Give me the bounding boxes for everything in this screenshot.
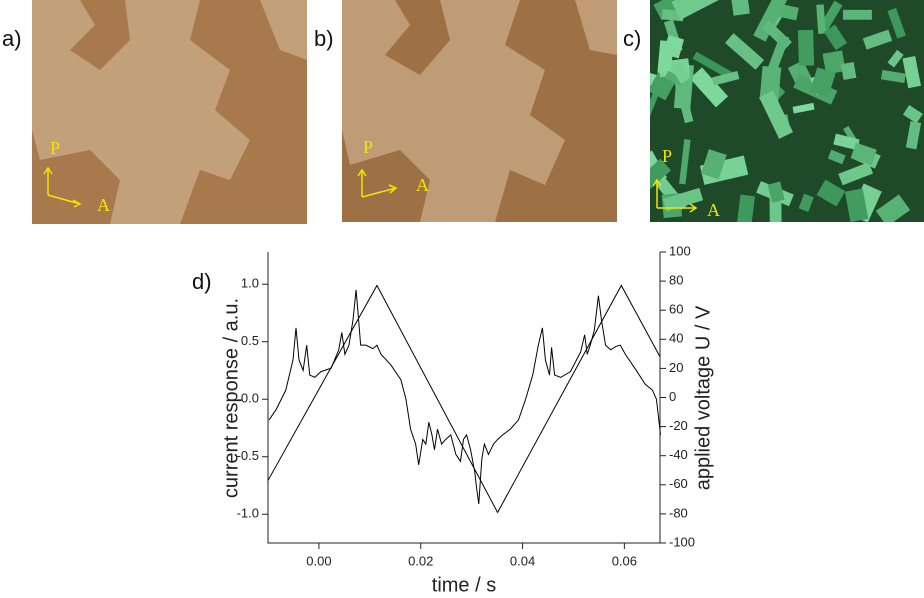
polarizer-label: P [363, 137, 373, 157]
crystal-domain [671, 0, 721, 20]
crystal-domain [842, 9, 872, 20]
data-line [267, 284, 661, 514]
data-line [268, 289, 662, 504]
y-tick-label: -0.5 [237, 448, 259, 463]
crystal-domain [862, 29, 893, 50]
y2-tick-label: 100 [669, 243, 691, 258]
crystal-domain [905, 121, 922, 150]
y2-tick-label: 60 [669, 302, 683, 317]
crystal-domain [664, 70, 685, 86]
crystal-domain [711, 71, 740, 86]
polarizer-label: P [50, 138, 60, 158]
crystal-domain [662, 187, 704, 212]
crystal-domain [689, 67, 729, 108]
y2-tick-label: 80 [669, 273, 683, 288]
x-tick-label: 0.04 [510, 553, 535, 568]
y2-tick-label: -100 [669, 534, 695, 549]
y-tick-label: 0.5 [241, 333, 259, 348]
crystal-domain [875, 194, 911, 222]
crystal-domain [840, 61, 857, 81]
crystal-domain [650, 92, 659, 124]
x-tick-label: 0.02 [408, 553, 433, 568]
crystal-domain [797, 29, 815, 66]
crystal-domain [809, 67, 836, 98]
y2-tick-label: -80 [669, 505, 688, 520]
analyzer-label: A [97, 195, 110, 215]
crystal-domain [657, 40, 674, 74]
y-tick-label: 1.0 [241, 276, 259, 291]
micrograph-c [650, 0, 924, 222]
crystal-domain [887, 8, 906, 39]
crystal-domain [700, 149, 727, 180]
crystal-domain [816, 4, 826, 34]
y2-tick-label: 20 [669, 360, 683, 375]
polarizer-arrows [43, 166, 698, 213]
crystal-domain [767, 181, 785, 203]
y2-tick-label: 0 [669, 389, 676, 404]
micrograph-b [342, 0, 617, 222]
crystal-domain [823, 24, 848, 51]
crystal-domain [670, 61, 691, 84]
y-tick-label: -1.0 [237, 506, 259, 521]
crystal-domain [887, 49, 904, 68]
crystal-domain [850, 142, 877, 166]
y2-tick-label: -20 [669, 418, 688, 433]
crystal-domain [699, 155, 749, 185]
crystal-domain [816, 179, 846, 207]
crystal-domain [692, 51, 734, 80]
y2-tick-label: 40 [669, 331, 683, 346]
panel-label: b) [314, 26, 334, 51]
x-axis-title: time / s [432, 574, 496, 596]
crystal-domain [792, 102, 815, 114]
crystal-domain [735, 194, 756, 222]
analyzer-label: A [707, 200, 720, 220]
y2-tick-label: -60 [669, 476, 688, 491]
crystal-domain [725, 33, 765, 70]
crystal-domain [650, 158, 672, 191]
panel-label: d) [192, 269, 212, 294]
polarizer-label: P [662, 146, 672, 166]
analyzer-label: A [416, 175, 429, 195]
crystal-domain [769, 191, 782, 222]
crystal-domain [827, 149, 846, 165]
plot-frame [267, 252, 661, 544]
crystal-domain [822, 50, 846, 75]
crystal-domain [838, 162, 874, 186]
crystal-domain [833, 133, 860, 151]
y-axis-title: current response / a.u. [220, 298, 242, 498]
crystal-domain [759, 90, 794, 139]
panel-label: a) [2, 26, 22, 51]
crystal-domain [880, 69, 906, 84]
crystal-domain [902, 104, 923, 124]
crystal-domain [902, 56, 921, 89]
crystal-domain [753, 0, 789, 42]
y2-axis-title: applied voltage U / V [692, 305, 714, 490]
micrograph-a [32, 0, 307, 224]
x-tick-label: 0.06 [612, 553, 637, 568]
panel-label: c) [623, 26, 641, 51]
crystal-domain [759, 66, 782, 102]
crystal-domain [731, 0, 750, 16]
crystal-domain [798, 193, 814, 212]
crystal-domain [765, 34, 790, 78]
x-tick-label: 0.00 [306, 553, 331, 568]
crystal-domain [679, 139, 691, 185]
y2-tick-label: -40 [669, 447, 688, 462]
crystal-domain [844, 188, 869, 222]
y-tick-label: 0.0 [241, 391, 259, 406]
